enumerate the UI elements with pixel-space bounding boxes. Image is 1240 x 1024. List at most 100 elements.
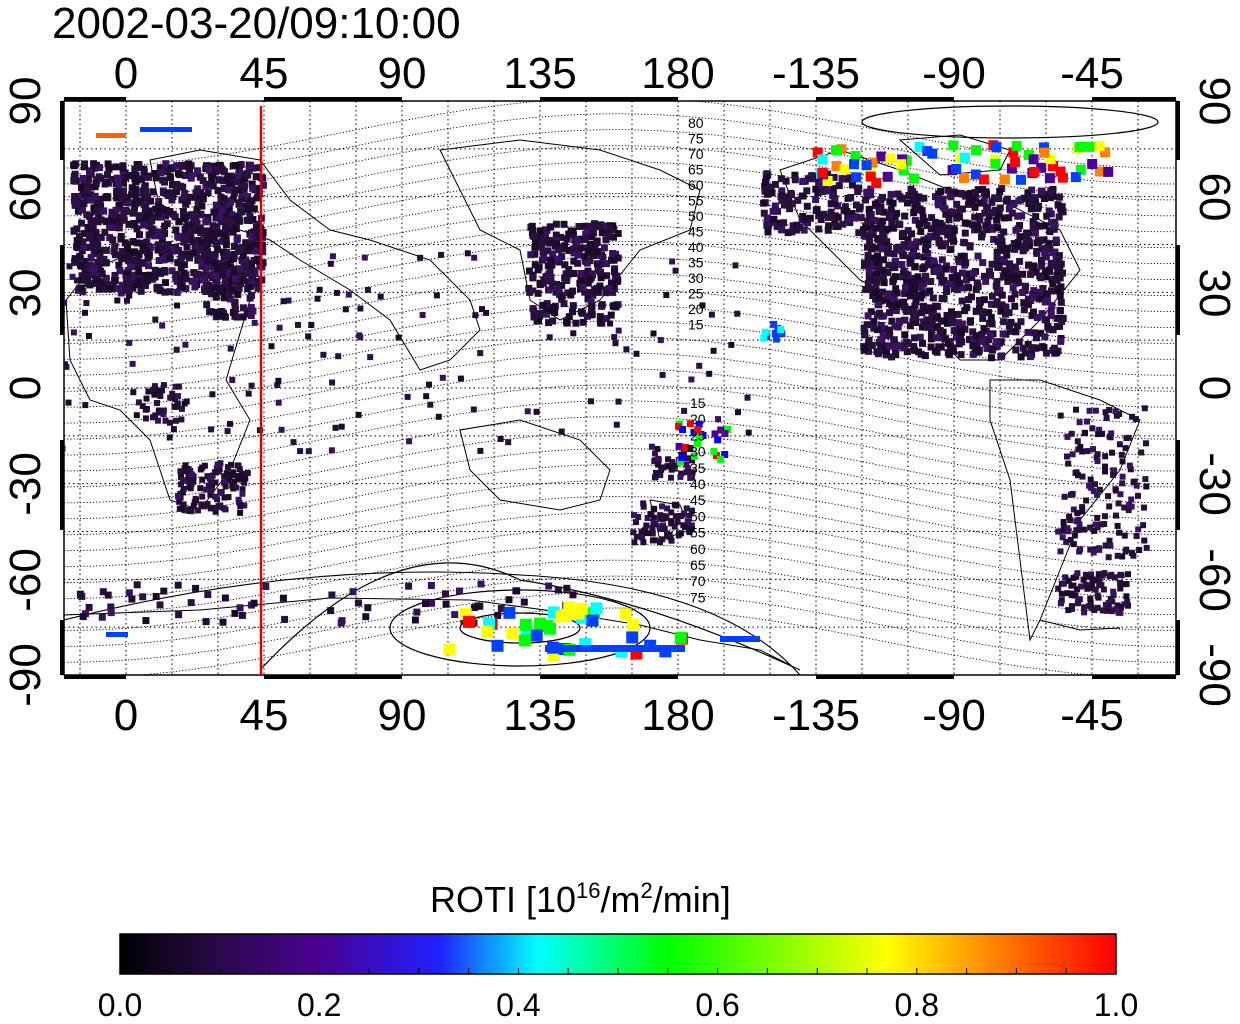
roti-point — [910, 343, 918, 350]
roti-point — [218, 200, 226, 208]
roti-point — [229, 286, 237, 293]
roti-point — [1086, 482, 1093, 489]
roti-point — [954, 310, 962, 318]
roti-point — [1117, 585, 1124, 592]
roti-point — [278, 426, 285, 433]
roti-point — [714, 436, 722, 444]
colorbar-tick-label: 0.2 — [297, 987, 341, 1023]
roti-point — [238, 246, 246, 253]
roti-point — [1089, 582, 1096, 589]
contour-line — [64, 352, 1176, 424]
roti-point — [573, 237, 581, 245]
roti-point — [1141, 504, 1147, 511]
roti-point — [971, 203, 979, 211]
roti-point — [244, 247, 252, 255]
roti-point — [674, 631, 687, 644]
roti-point — [66, 263, 73, 270]
roti-point — [690, 429, 698, 436]
roti-point — [1087, 599, 1094, 606]
roti-point — [942, 240, 950, 248]
roti-point — [891, 322, 899, 330]
roti-point — [519, 618, 532, 631]
roti-point — [745, 429, 752, 436]
roti-point — [187, 229, 195, 237]
roti-point — [241, 182, 249, 190]
roti-point — [1079, 448, 1086, 455]
roti-point — [822, 176, 833, 186]
roti-point — [1019, 270, 1027, 278]
roti-point — [1069, 590, 1076, 597]
roti-point — [135, 277, 142, 284]
roti-point — [567, 291, 575, 299]
roti-point — [1024, 328, 1032, 336]
roti-point — [71, 170, 79, 178]
roti-point — [997, 338, 1005, 346]
roti-point — [435, 413, 442, 420]
roti-point — [233, 236, 241, 244]
roti-point — [938, 256, 946, 264]
roti-point — [542, 233, 549, 241]
roti-point — [983, 190, 990, 198]
roti-point — [220, 185, 228, 192]
bottom-edge-bar — [540, 675, 678, 679]
roti-point — [581, 222, 588, 230]
roti-point — [235, 170, 243, 178]
roti-point — [647, 511, 654, 518]
roti-point — [218, 237, 226, 245]
roti-point — [255, 224, 263, 232]
colorbar-title-sup1: 16 — [576, 878, 600, 903]
colorbar-title-main: ROTI [10 — [430, 879, 576, 920]
top-edge-bar — [816, 97, 954, 101]
roti-point — [1030, 263, 1038, 271]
roti-point — [788, 200, 796, 208]
roti-point — [227, 471, 234, 478]
roti-point — [109, 210, 117, 218]
roti-point — [102, 178, 110, 186]
roti-point — [1094, 458, 1101, 465]
roti-point — [916, 333, 924, 341]
roti-point — [221, 479, 227, 486]
roti-point — [208, 426, 215, 433]
roti-point — [603, 260, 611, 268]
roti-point — [70, 162, 78, 170]
roti-point — [100, 207, 108, 215]
roti-point — [1062, 574, 1069, 581]
roti-point — [888, 353, 896, 361]
roti-point — [178, 481, 184, 488]
roti-point — [178, 416, 185, 423]
roti-point — [558, 293, 565, 301]
north-contour-label: 60 — [688, 177, 704, 193]
roti-point — [1055, 528, 1062, 535]
roti-point — [111, 271, 119, 279]
roti-point — [1089, 425, 1096, 432]
roti-point — [1053, 314, 1061, 322]
roti-point — [976, 199, 984, 207]
right-lat-label: -60 — [1190, 548, 1239, 612]
roti-point — [1083, 582, 1089, 589]
roti-point — [1035, 202, 1042, 210]
roti-point — [477, 447, 484, 454]
roti-point — [1068, 603, 1075, 610]
roti-point — [71, 258, 79, 266]
roti-point — [193, 206, 201, 214]
roti-point — [865, 234, 873, 242]
roti-point — [174, 400, 181, 407]
roti-point — [259, 248, 267, 256]
roti-point — [178, 473, 184, 480]
roti-point — [129, 360, 136, 367]
roti-point — [1107, 542, 1114, 549]
roti-point — [888, 317, 896, 325]
roti-point — [530, 313, 538, 321]
roti-point — [1074, 586, 1081, 593]
roti-point — [1027, 270, 1035, 278]
roti-point — [1079, 508, 1086, 515]
roti-point — [867, 191, 875, 199]
roti-point — [667, 534, 674, 541]
roti-point — [96, 133, 126, 138]
colorbar-tick-label: 0.0 — [98, 987, 142, 1023]
roti-point — [195, 507, 201, 514]
roti-point — [151, 391, 158, 398]
roti-point — [877, 203, 885, 211]
roti-point — [1040, 236, 1048, 244]
roti-point — [1047, 306, 1055, 314]
